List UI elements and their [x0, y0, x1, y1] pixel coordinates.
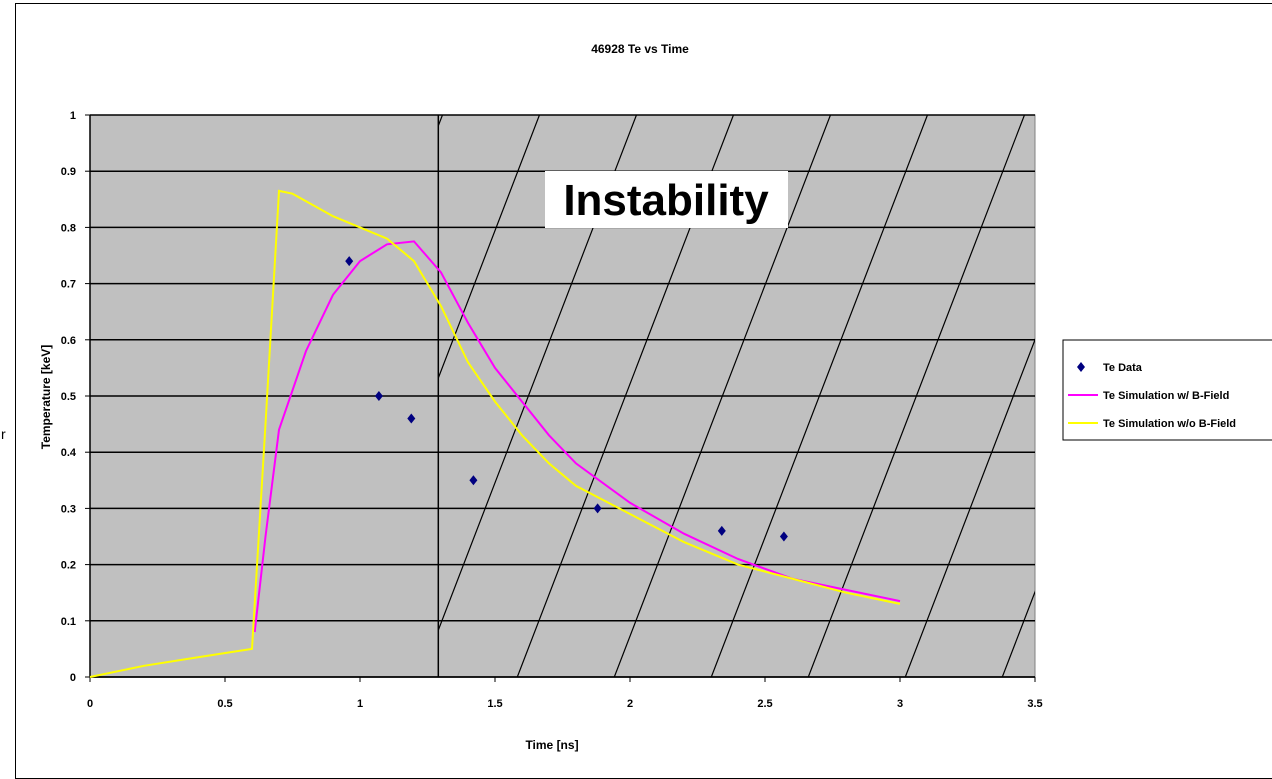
series-line-2: [89, 189, 901, 678]
y-tick-label: 0.3: [61, 503, 76, 515]
x-tick-label: 1: [357, 698, 363, 710]
hatch-line: [438, 115, 541, 380]
y-tick-label: 0.7: [61, 279, 76, 291]
hatch-line: [807, 115, 1026, 677]
x-tick-label: 3.5: [1027, 698, 1042, 710]
x-tick-label: 0.5: [217, 698, 232, 710]
series-line-1: [253, 240, 901, 633]
hatch-line: [904, 338, 1035, 677]
data-point: [779, 531, 788, 542]
instability-label: Instability: [563, 176, 769, 225]
hatch-line: [710, 115, 929, 677]
x-axis-label: Time [ns]: [525, 738, 578, 752]
data-point: [717, 525, 726, 536]
tick-labels: 0 0.1 0.2 0.3 0.4 0.5 0.6 0.7 0.8 0.9 1 0 0.5 1 1.5 2 2.…: [61, 110, 1043, 710]
legend-marker: [1077, 362, 1085, 372]
x-tick-label: 1.5: [487, 698, 502, 710]
x-tick-label: 0: [87, 698, 93, 710]
chart-title: 46928 Te vs Time: [591, 42, 689, 56]
data-point: [593, 503, 602, 514]
legend: Te Data Te Simulation w/ B-Field Te Simula…: [1062, 339, 1272, 441]
legend-label: Te Data: [1103, 362, 1143, 374]
y-tick-label: 0: [70, 672, 76, 684]
data-point: [345, 256, 354, 267]
y-axis-label: Temperature [keV]: [39, 345, 53, 449]
data-point: [374, 391, 383, 401]
y-tick-label: 0.1: [61, 616, 76, 628]
stray-character: r: [1, 426, 6, 442]
hatch-line: [613, 115, 832, 677]
y-tick-label: 0.5: [61, 391, 76, 403]
y-tick-label: 0.9: [61, 166, 76, 178]
y-tick-label: 1: [70, 110, 76, 122]
x-tick-label: 2: [627, 698, 633, 710]
instability-annotation: Instability: [545, 171, 788, 228]
x-tick-label: 3: [897, 698, 903, 710]
y-tick-label: 0.8: [61, 222, 76, 234]
data-point: [469, 475, 478, 486]
legend-label: Te Simulation w/ B-Field: [1103, 390, 1229, 402]
y-tick-label: 0.4: [61, 447, 77, 459]
series-group: [89, 189, 901, 678]
legend-label: Te Simulation w/o B-Field: [1103, 418, 1236, 430]
data-point: [407, 413, 416, 424]
y-tick-label: 0.2: [61, 560, 76, 572]
y-tick-label: 0.6: [61, 335, 76, 347]
x-tick-label: 2.5: [757, 698, 772, 710]
